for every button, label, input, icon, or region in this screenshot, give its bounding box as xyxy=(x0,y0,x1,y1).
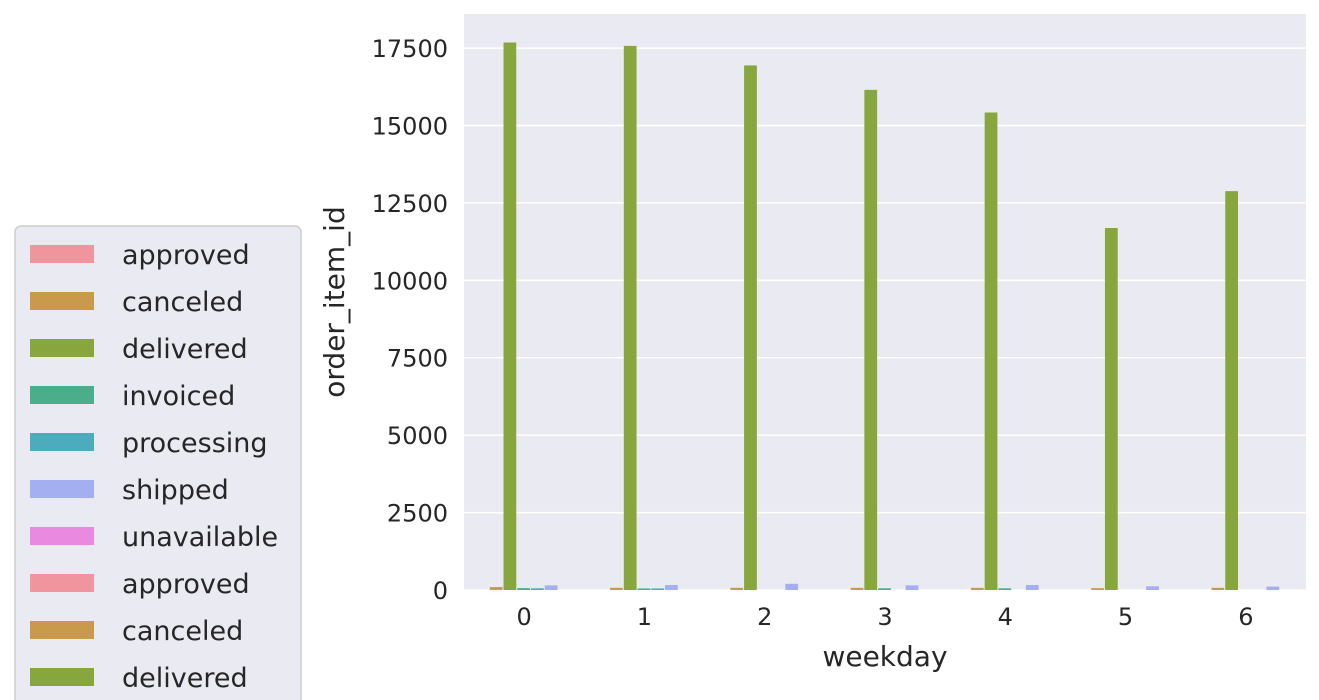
legend-label-approved: approved xyxy=(122,240,250,271)
x-tick-label: 4 xyxy=(998,603,1013,631)
legend-label-shipped: shipped xyxy=(122,475,229,506)
legend-label-invoiced: invoiced xyxy=(122,381,235,412)
bar-delivered-0 xyxy=(503,42,517,591)
y-tick-label: 10000 xyxy=(372,267,448,295)
legend: approved canceled delivered invoiced process… xyxy=(14,225,302,700)
y-tick-label: 15000 xyxy=(372,112,448,140)
legend-swatch-unavailable xyxy=(30,527,94,545)
legend-swatch-approved xyxy=(30,245,94,263)
bar-invoiced-3 xyxy=(878,588,891,590)
bar-processing-0 xyxy=(531,588,544,590)
x-tick-label: 1 xyxy=(637,603,652,631)
grid-lines xyxy=(464,47,1306,591)
bar-invoiced-4 xyxy=(998,588,1012,590)
bar-shipped-6 xyxy=(1266,586,1280,590)
bar-shipped-1 xyxy=(665,585,678,590)
legend-swatch-canceled xyxy=(30,621,94,639)
bar-delivered-6 xyxy=(1225,191,1238,590)
legend-swatch-processing xyxy=(30,433,94,451)
bar-shipped-3 xyxy=(905,585,919,590)
bar-shipped-0 xyxy=(544,585,558,590)
x-axis-label: weekday xyxy=(822,640,947,673)
bars xyxy=(489,42,1280,591)
bar-shipped-5 xyxy=(1146,586,1159,590)
bar-shipped-4 xyxy=(1025,585,1039,590)
legend-label-approved: approved xyxy=(122,569,250,600)
bar-delivered-5 xyxy=(1104,227,1118,591)
bar-processing-1 xyxy=(651,588,665,590)
bar-invoiced-1 xyxy=(637,588,651,590)
bar-shipped-2 xyxy=(785,583,799,590)
bar-canceled-4 xyxy=(970,587,984,590)
bar-delivered-1 xyxy=(623,45,637,590)
legend-swatch-invoiced xyxy=(30,386,94,404)
bar-canceled-5 xyxy=(1091,588,1104,590)
legend-swatch-canceled xyxy=(30,292,94,310)
y-tick-label: 0 xyxy=(433,577,448,605)
legend-swatch-approved xyxy=(30,574,94,592)
bar-canceled-6 xyxy=(1211,587,1225,590)
legend-label-unavailable: unavailable xyxy=(122,522,278,553)
legend-label-processing: processing xyxy=(122,428,268,459)
bar-invoiced-0 xyxy=(517,588,531,590)
y-tick-label: 2500 xyxy=(387,500,448,528)
x-tick-label: 0 xyxy=(517,603,532,631)
legend-swatch-delivered xyxy=(30,339,94,357)
y-tick-label: 17500 xyxy=(372,35,448,63)
y-tick-label: 5000 xyxy=(387,422,448,450)
bar-delivered-3 xyxy=(864,89,878,591)
bar-delivered-2 xyxy=(744,65,757,590)
legend-label-canceled: canceled xyxy=(122,616,243,647)
legend-label-delivered: delivered xyxy=(122,663,248,694)
bar-canceled-1 xyxy=(610,587,623,590)
x-tick-label: 2 xyxy=(757,603,772,631)
bar-delivered-4 xyxy=(984,112,998,590)
bar-canceled-3 xyxy=(850,587,864,590)
y-tick-label: 12500 xyxy=(372,190,448,218)
legend-label-delivered: delivered xyxy=(122,334,248,365)
legend-swatch-delivered xyxy=(30,668,94,686)
x-tick-label: 5 xyxy=(1118,603,1133,631)
x-tick-label: 3 xyxy=(877,603,892,631)
legend-label-canceled: canceled xyxy=(122,287,243,318)
legend-swatch-shipped xyxy=(30,480,94,498)
y-axis-label: order_item_id xyxy=(318,206,351,397)
y-tick-labels: 0 2500 5000 7500 10000 12500 15000 17500 xyxy=(372,35,448,605)
plot-area xyxy=(464,14,1306,590)
y-tick-label: 7500 xyxy=(387,345,448,373)
bar-canceled-0 xyxy=(489,587,503,590)
x-tick-label: 6 xyxy=(1238,603,1253,631)
x-tick-labels: 0 1 2 3 4 5 6 xyxy=(517,603,1254,631)
bar-canceled-2 xyxy=(730,587,744,590)
